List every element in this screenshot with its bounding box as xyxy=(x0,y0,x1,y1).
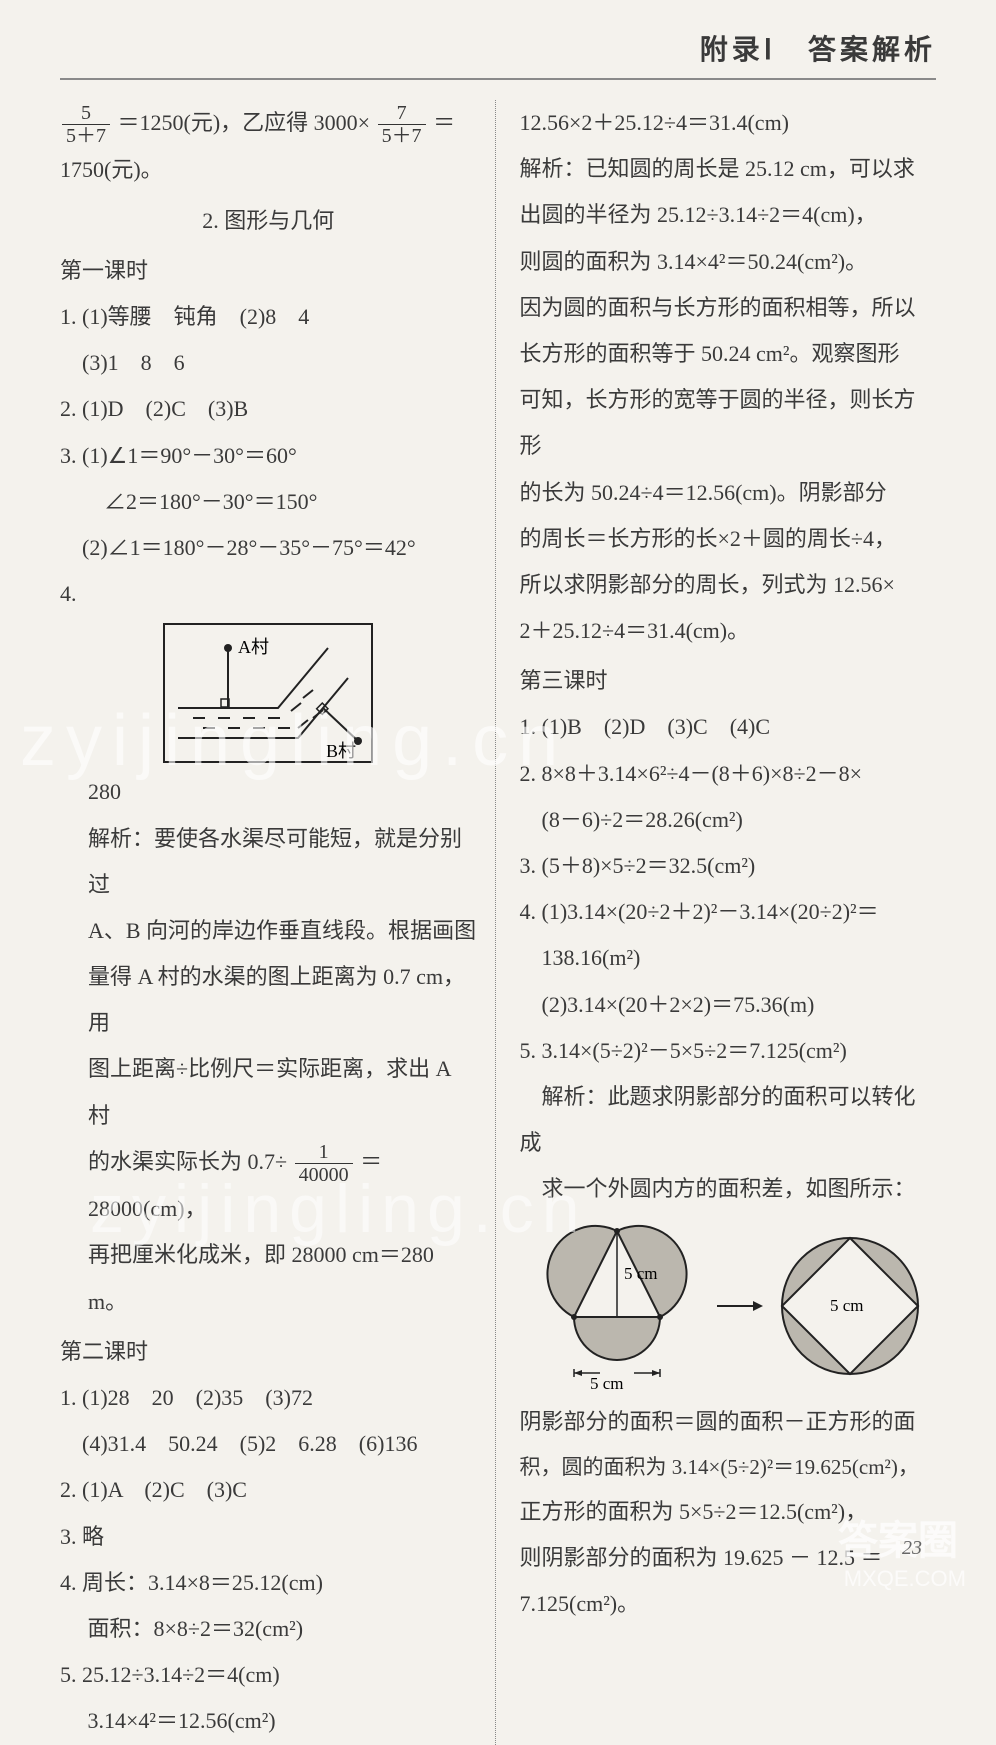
svg-text:5 cm: 5 cm xyxy=(830,1296,864,1315)
right-column: 12.56×2＋25.12÷4＝31.4(cm) 解析：已知圆的周长是 25.1… xyxy=(514,100,937,1745)
answer-line: (3)1 8 6 xyxy=(60,340,477,386)
lesson-heading: 第二课时 xyxy=(60,1329,477,1375)
svg-text:5 cm: 5 cm xyxy=(624,1264,658,1283)
answer-line: 1. (1)28 20 (2)35 (3)72 xyxy=(60,1375,477,1421)
answer-line: 12.56×2＋25.12÷4＝31.4(cm) xyxy=(520,100,937,146)
answer-line: 面积：8×8÷2＝32(cm²) xyxy=(60,1606,477,1652)
text: 的水渠实际长为 0.7÷ xyxy=(88,1149,287,1174)
explanation-line: 的水渠实际长为 0.7÷ 1 40000 ＝28000(cm)， xyxy=(60,1139,477,1233)
answer-line: 5. 3.14×(5÷2)²－5×5÷2＝7.125(cm²) xyxy=(520,1028,937,1074)
lesson-heading: 第三课时 xyxy=(520,658,937,704)
answer-line: 5. 25.12÷3.14÷2＝4(cm) xyxy=(60,1652,477,1698)
fraction: 1 40000 xyxy=(295,1141,353,1186)
answer-line: 1. (1)等腰 钝角 (2)8 4 xyxy=(60,294,477,340)
fraction-num: 5 xyxy=(62,102,110,125)
lesson-heading: 第一课时 xyxy=(60,248,477,294)
answer-line: 3. 略 xyxy=(60,1514,477,1560)
answer-line: (4)31.4 50.24 (5)2 6.28 (6)136 xyxy=(60,1421,477,1467)
explanation-line: 长方形的面积等于 50.24 cm²。观察图形 xyxy=(520,331,937,377)
explanation-line: 解析：此题求阴影部分的面积可以转化成 xyxy=(520,1074,937,1166)
explanation-line: 因为圆的面积与长方形的面积相等，所以 xyxy=(520,285,937,331)
river-diagram: A村 B村 xyxy=(60,623,477,763)
text: ＝ xyxy=(433,110,455,135)
explanation-line: 所以求阴影部分的周长，列式为 12.56× xyxy=(520,562,937,608)
fraction-den: 5＋7 xyxy=(378,125,426,147)
section-title: 2. 图形与几何 xyxy=(60,198,477,244)
answer-line: 4. (1)3.14×(20÷2＋2)²－3.14×(20÷2)²＝ xyxy=(520,889,937,935)
explanation-line: 再把厘米化成米，即 28000 cm＝280 m。 xyxy=(60,1232,477,1324)
explanation-line: A、B 向河的岸边作垂直线段。根据画图 xyxy=(60,908,477,954)
answer-line: 3. (1)∠1＝90°－30°＝60° xyxy=(60,433,477,479)
explanation-line: 阴影部分的面积＝圆的面积－正方形的面 xyxy=(520,1399,937,1445)
fraction-num: 1 xyxy=(295,1141,353,1164)
answer-line: (2)∠1＝180°－28°－35°－75°＝42° xyxy=(60,525,477,571)
answer-line: 3. (5＋8)×5÷2＝32.5(cm²) xyxy=(520,843,937,889)
explanation-line: 出圆的半径为 25.12÷3.14÷2＝4(cm)， xyxy=(520,192,937,238)
answer-line: (8－6)÷2＝28.26(cm²) xyxy=(520,797,937,843)
answer-line: 3.14×4²＝12.56(cm²) xyxy=(60,1698,477,1744)
explanation-line: 图上距离÷比例尺＝实际距离，求出 A 村 xyxy=(60,1046,477,1138)
columns: 5 5＋7 ＝1250(元)，乙应得 3000× 7 5＋7 ＝ 1750(元)… xyxy=(60,100,936,1745)
fraction-den: 40000 xyxy=(295,1164,353,1186)
answer-line: (2)3.14×(20＋2×2)＝75.36(m) xyxy=(520,982,937,1028)
explanation-line: 的长为 50.24÷4＝12.56(cm)。阴影部分 xyxy=(520,470,937,516)
explanation-line: 解析：已知圆的周长是 25.12 cm，可以求 xyxy=(520,146,937,192)
page-number: 23 xyxy=(902,1537,922,1560)
explanation-line: 求一个外圆内方的面积差，如图所示： xyxy=(520,1166,937,1212)
fraction-den: 5＋7 xyxy=(62,125,110,147)
left-column: 5 5＋7 ＝1250(元)，乙应得 3000× 7 5＋7 ＝ 1750(元)… xyxy=(60,100,496,1745)
page: 附录Ⅰ 答案解析 5 5＋7 ＝1250(元)，乙应得 3000× 7 5＋7 … xyxy=(0,0,996,1600)
label-a: A村 xyxy=(238,637,269,657)
explanation-line: 正方形的面积为 5×5÷2＝12.5(cm²)， xyxy=(520,1489,937,1535)
arrow-icon xyxy=(715,1291,765,1321)
answer-line: 4. xyxy=(60,571,477,617)
answer-line: ∠2＝180°－30°＝150° xyxy=(60,479,477,525)
answer-line: 2. 8×8＋3.14×6²÷4－(8＋6)×8÷2－8× xyxy=(520,751,937,797)
explanation-line: 积，圆的面积为 3.14×(5÷2)²＝19.625(cm²)， xyxy=(520,1445,937,1489)
answer-line: 4. 周长：3.14×8＝25.12(cm) xyxy=(60,1560,477,1606)
text: ＝1250(元)，乙应得 3000× xyxy=(118,110,371,135)
explanation-line: 量得 A 村的水渠的图上距离为 0.7 cm，用 xyxy=(60,954,477,1046)
fraction-num: 7 xyxy=(378,102,426,125)
geometry-diagram: 5 cm 5 cm 5 cm xyxy=(520,1221,937,1391)
fraction: 7 5＋7 xyxy=(378,102,426,147)
answer-line: 2. (1)A (2)C (3)C xyxy=(60,1467,477,1513)
explanation-line: 则圆的面积为 3.14×4²＝50.24(cm²)。 xyxy=(520,239,937,285)
fraction: 5 5＋7 xyxy=(62,102,110,147)
explanation-line: 2＋25.12÷4＝31.4(cm)。 xyxy=(520,608,937,654)
explanation-line: 的周长＝长方形的长×2＋圆的周长÷4， xyxy=(520,516,937,562)
answer-line: 2. (1)D (2)C (3)B xyxy=(60,386,477,432)
answer-line: 1. (1)B (2)D (3)C (4)C xyxy=(520,704,937,750)
line: 1750(元)。 xyxy=(60,147,477,193)
answer-line: 280 xyxy=(60,769,477,815)
explanation-line: 7.125(cm²)。 xyxy=(520,1581,937,1627)
page-header: 附录Ⅰ 答案解析 xyxy=(60,0,936,78)
answer-line: 138.16(m²) xyxy=(520,935,937,981)
explanation-line: 可知，长方形的宽等于圆的半径，则长方形 xyxy=(520,377,937,469)
label-b: B村 xyxy=(326,741,356,761)
svg-text:5 cm: 5 cm xyxy=(590,1374,624,1391)
header-rule xyxy=(60,78,936,80)
explanation-line: 解析：要使各水渠尽可能短，就是分别过 xyxy=(60,816,477,908)
line: 5 5＋7 ＝1250(元)，乙应得 3000× 7 5＋7 ＝ xyxy=(60,100,477,147)
explanation-line: 则阴影部分的面积为 19.625 － 12.5 ＝ xyxy=(520,1535,937,1581)
